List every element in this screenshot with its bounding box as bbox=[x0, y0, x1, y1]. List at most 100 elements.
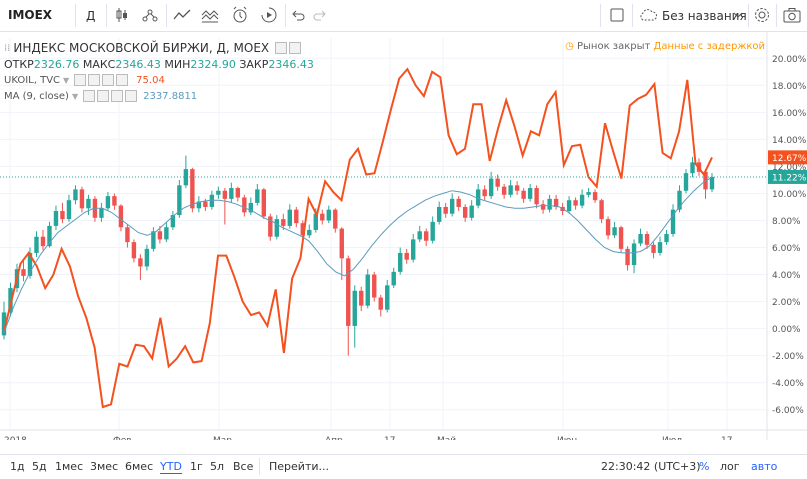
close-icon[interactable] bbox=[125, 90, 138, 102]
candle-body bbox=[573, 200, 578, 206]
range-3m[interactable]: 3мес bbox=[90, 460, 119, 473]
x-tick-label: 17 bbox=[384, 436, 395, 440]
candle-body bbox=[456, 198, 461, 207]
candles-icon[interactable] bbox=[112, 5, 132, 25]
range-all[interactable]: Все bbox=[233, 460, 254, 473]
interval-button[interactable]: Д bbox=[86, 9, 96, 23]
y-tick-label: 16.00% bbox=[772, 109, 807, 119]
imoex-last-label: 11.22% bbox=[772, 173, 807, 183]
candle-body bbox=[183, 169, 189, 186]
candle-body bbox=[320, 213, 325, 221]
legend-compare-row[interactable]: UKOIL, TVC ▼ 75.04 bbox=[4, 72, 314, 88]
layout-name[interactable]: Без названия bbox=[662, 9, 747, 23]
candle-body bbox=[638, 234, 643, 244]
candle-body bbox=[255, 189, 260, 203]
candle-body bbox=[417, 231, 422, 240]
delayed-data-label[interactable]: Данные с задержкой bbox=[653, 41, 765, 52]
candle-body bbox=[365, 274, 370, 306]
candle-body bbox=[27, 252, 33, 276]
ukoil-last-label: 12.67% bbox=[772, 154, 807, 164]
format-icon[interactable] bbox=[289, 42, 302, 54]
percent-scale-toggle[interactable]: % bbox=[699, 460, 710, 473]
y-tick-label: 0.00% bbox=[772, 325, 801, 335]
drag-handle-icon[interactable]: ⁞⁞ bbox=[4, 42, 11, 54]
candle-body bbox=[443, 206, 448, 214]
chevron-down-icon[interactable]: ▼ bbox=[71, 91, 79, 101]
candle-body bbox=[222, 190, 228, 199]
camera-icon[interactable] bbox=[782, 5, 802, 25]
settings-icon[interactable] bbox=[88, 74, 101, 86]
clock-timezone[interactable]: 22:30:42 (UTC+3) bbox=[601, 460, 701, 473]
y-tick-label: 10.00% bbox=[772, 190, 807, 200]
more-icon[interactable] bbox=[111, 90, 124, 102]
candle-body bbox=[170, 215, 176, 228]
candle-body bbox=[586, 192, 591, 195]
candle-body bbox=[79, 189, 85, 209]
candle-body bbox=[385, 285, 390, 310]
range-5y[interactable]: 5л bbox=[210, 460, 225, 473]
candle-body bbox=[86, 198, 91, 209]
compare-value: 75.04 bbox=[136, 74, 165, 86]
candle-body bbox=[125, 227, 130, 243]
fullscreen-icon[interactable] bbox=[608, 5, 626, 25]
chevron-down-icon[interactable]: ▼ bbox=[63, 75, 70, 85]
candle-body bbox=[287, 209, 292, 226]
eye-icon[interactable] bbox=[83, 90, 96, 102]
candle-body bbox=[177, 185, 182, 216]
ma-series-line bbox=[3, 176, 713, 333]
candle-body bbox=[424, 231, 429, 241]
candle-body bbox=[475, 189, 481, 206]
templates-icon[interactable] bbox=[200, 5, 220, 25]
candle-body bbox=[436, 206, 442, 222]
undo-icon[interactable] bbox=[290, 5, 306, 25]
candle-body bbox=[203, 201, 208, 207]
candle-body bbox=[540, 204, 546, 210]
replay-icon[interactable] bbox=[259, 5, 279, 25]
range-1y[interactable]: 1г bbox=[190, 460, 203, 473]
y-tick-label: 18.00% bbox=[772, 82, 807, 92]
candle-body bbox=[449, 198, 455, 214]
candle-body bbox=[391, 271, 396, 286]
candle-body bbox=[625, 248, 630, 266]
legend-main-row[interactable]: ⁞⁞ ИНДЕКС МОСКОВСКОЙ БИРЖИ, Д, MOEX bbox=[4, 40, 314, 56]
candle-body bbox=[313, 213, 318, 230]
indicators-icon[interactable] bbox=[140, 5, 160, 25]
x-tick-label: Май bbox=[437, 436, 456, 440]
goto-date-button[interactable]: Перейти... bbox=[269, 460, 329, 473]
candle-body bbox=[268, 216, 273, 237]
candle-body bbox=[612, 227, 617, 236]
alert-icon[interactable] bbox=[230, 5, 250, 25]
candle-body bbox=[216, 190, 221, 195]
auto-scale-toggle[interactable]: авто bbox=[751, 460, 778, 473]
range-ytd[interactable]: YTD bbox=[160, 460, 182, 474]
settings-gear-icon[interactable] bbox=[752, 5, 772, 25]
eye-icon[interactable] bbox=[74, 74, 87, 86]
market-status: ◷ Рынок закрыт Данные с задержкой bbox=[565, 41, 765, 52]
candle-body bbox=[138, 258, 143, 267]
more-icon[interactable] bbox=[102, 74, 115, 86]
eye-icon[interactable] bbox=[275, 42, 288, 54]
candle-body bbox=[501, 186, 507, 195]
range-6m[interactable]: 6мес bbox=[125, 460, 154, 473]
x-tick-label: Мар bbox=[213, 436, 232, 440]
candle-body bbox=[534, 188, 539, 205]
candle-body bbox=[670, 209, 676, 234]
range-1m[interactable]: 1мес bbox=[55, 460, 84, 473]
chevron-down-icon[interactable] bbox=[732, 5, 744, 25]
symbol-search[interactable]: IMOEX bbox=[8, 8, 53, 22]
imoex-last-badge bbox=[768, 169, 807, 184]
close-icon[interactable] bbox=[116, 74, 129, 86]
toolbar-divider bbox=[776, 4, 777, 27]
candle-body bbox=[462, 206, 468, 218]
settings-icon[interactable] bbox=[97, 90, 110, 102]
candle-body bbox=[378, 297, 383, 310]
redo-icon[interactable] bbox=[312, 5, 328, 25]
log-scale-toggle[interactable]: лог bbox=[720, 460, 740, 473]
x-tick-label: 17 bbox=[721, 436, 732, 440]
candle-body bbox=[599, 200, 604, 220]
legend-ma-row[interactable]: MA (9, close) ▼ 2337.8811 bbox=[4, 88, 314, 104]
compare-icon[interactable] bbox=[172, 5, 192, 25]
candle-body bbox=[326, 209, 331, 221]
range-1d[interactable]: 1д bbox=[10, 460, 25, 473]
range-5d[interactable]: 5д bbox=[32, 460, 47, 473]
